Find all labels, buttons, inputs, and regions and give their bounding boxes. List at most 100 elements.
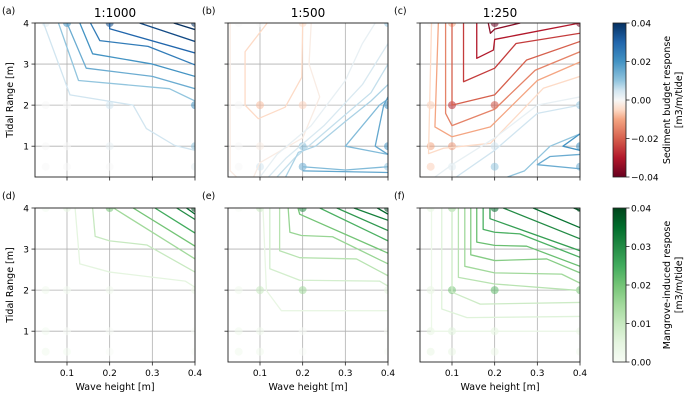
data-point-marker — [105, 208, 114, 212]
colorbar-tick-label: 0.03 — [631, 243, 651, 253]
panel-label: (d) — [2, 191, 15, 202]
data-point-marker — [256, 208, 264, 212]
contour-line — [344, 98, 388, 156]
data-point-marker — [63, 162, 71, 171]
panel-title: 1:500 — [291, 6, 326, 20]
plot-area — [41, 208, 195, 356]
plot-area — [426, 23, 580, 177]
data-point-marker — [256, 142, 264, 151]
y-axis-label: Tidal Range [m] — [5, 247, 16, 323]
contour-line — [91, 208, 195, 273]
y-tick-label: 3 — [23, 246, 29, 256]
contour-line — [285, 84, 388, 177]
contour-line — [66, 23, 195, 90]
contour-line — [268, 43, 388, 177]
x-axis-label: Wave height [m] — [268, 382, 347, 393]
contour-line — [173, 23, 195, 31]
contour-line — [42, 23, 195, 151]
contour-line — [507, 133, 580, 177]
colorbar-gradient — [612, 207, 627, 363]
data-point-marker — [298, 208, 307, 212]
data-point-marker — [191, 142, 195, 151]
data-point-marker — [41, 286, 50, 295]
data-point-marker — [41, 347, 50, 356]
contour-line — [89, 23, 195, 66]
y-tick-label: 3 — [23, 61, 29, 71]
data-point-marker — [298, 101, 307, 110]
data-point-marker — [191, 286, 195, 295]
axes-frame — [227, 207, 389, 363]
data-point-marker — [490, 23, 499, 27]
data-point-marker — [191, 162, 195, 171]
data-point-marker — [490, 101, 499, 110]
x-tick-label: 0.1 — [445, 369, 459, 379]
contour-line — [109, 23, 195, 54]
contour-line — [229, 23, 237, 177]
data-point-marker — [63, 23, 71, 27]
contour-line — [451, 23, 580, 106]
contour-line — [444, 23, 580, 127]
contour-line — [562, 133, 580, 151]
x-tick-label: 0.2 — [488, 369, 502, 379]
axes-frame — [34, 207, 196, 363]
contour-line — [482, 208, 580, 258]
contour-line — [476, 208, 580, 267]
data-point-marker — [490, 162, 499, 171]
contour-line — [132, 208, 195, 247]
x-axis-label: Wave height [m] — [75, 382, 154, 393]
x-axis-label: Wave height [m] — [460, 382, 539, 393]
data-point-marker — [105, 327, 114, 336]
contour-line — [74, 208, 195, 288]
x-tick-label: 0.1 — [60, 369, 74, 379]
contour-line — [262, 208, 388, 312]
contour-line — [434, 96, 580, 177]
panel-f: 0.1 0.2 0.3 0.4 (f) Wave height [m] — [394, 191, 587, 393]
data-point-marker — [256, 23, 264, 27]
panel-label: (f) — [394, 191, 405, 202]
colorbar-tick-label: 0.02 — [631, 58, 651, 68]
data-point-marker — [41, 142, 50, 151]
data-point-marker — [63, 327, 71, 336]
data-point-marker — [426, 162, 435, 171]
contour-line — [455, 104, 580, 177]
data-point-marker — [105, 142, 114, 151]
colorbar-label: Sediment budget response — [662, 36, 673, 164]
data-point-marker — [191, 23, 195, 27]
colorbar-label-unit: [m3/m/tide] — [674, 72, 685, 129]
data-point-marker — [105, 101, 114, 110]
contour-line — [336, 208, 388, 232]
contour-line — [464, 208, 580, 284]
panel-title: 1:1000 — [94, 6, 136, 20]
data-point-marker — [234, 162, 243, 171]
contour-line — [57, 23, 195, 102]
data-point-marker — [63, 286, 71, 295]
y-tick-label: 4 — [23, 205, 29, 215]
y-tick-label: 2 — [23, 287, 29, 297]
axes-frame — [419, 207, 581, 363]
data-point-marker — [234, 286, 243, 295]
x-tick-label: 0.1 — [253, 369, 267, 379]
panel-label: (b) — [202, 6, 215, 17]
contour-line — [489, 208, 580, 252]
data-point-marker — [490, 208, 499, 212]
data-point-marker — [256, 327, 264, 336]
contour-line — [502, 208, 580, 240]
data-point-marker — [234, 327, 243, 336]
contour-line — [441, 208, 580, 319]
data-point-marker — [63, 208, 71, 212]
data-point-marker — [63, 142, 71, 151]
contour-line — [374, 96, 388, 155]
data-point-marker — [191, 101, 195, 110]
panel-title: 1:250 — [483, 6, 518, 20]
contour-line — [244, 23, 304, 120]
data-point-marker — [41, 327, 50, 336]
data-point-marker — [298, 286, 307, 295]
data-point-marker — [256, 101, 264, 110]
contour-line — [269, 208, 388, 287]
y-tick-label: 1 — [23, 143, 29, 153]
data-point-marker — [105, 162, 114, 171]
contour-line — [154, 208, 195, 234]
data-point-marker — [63, 347, 71, 356]
contour-line — [462, 23, 580, 83]
